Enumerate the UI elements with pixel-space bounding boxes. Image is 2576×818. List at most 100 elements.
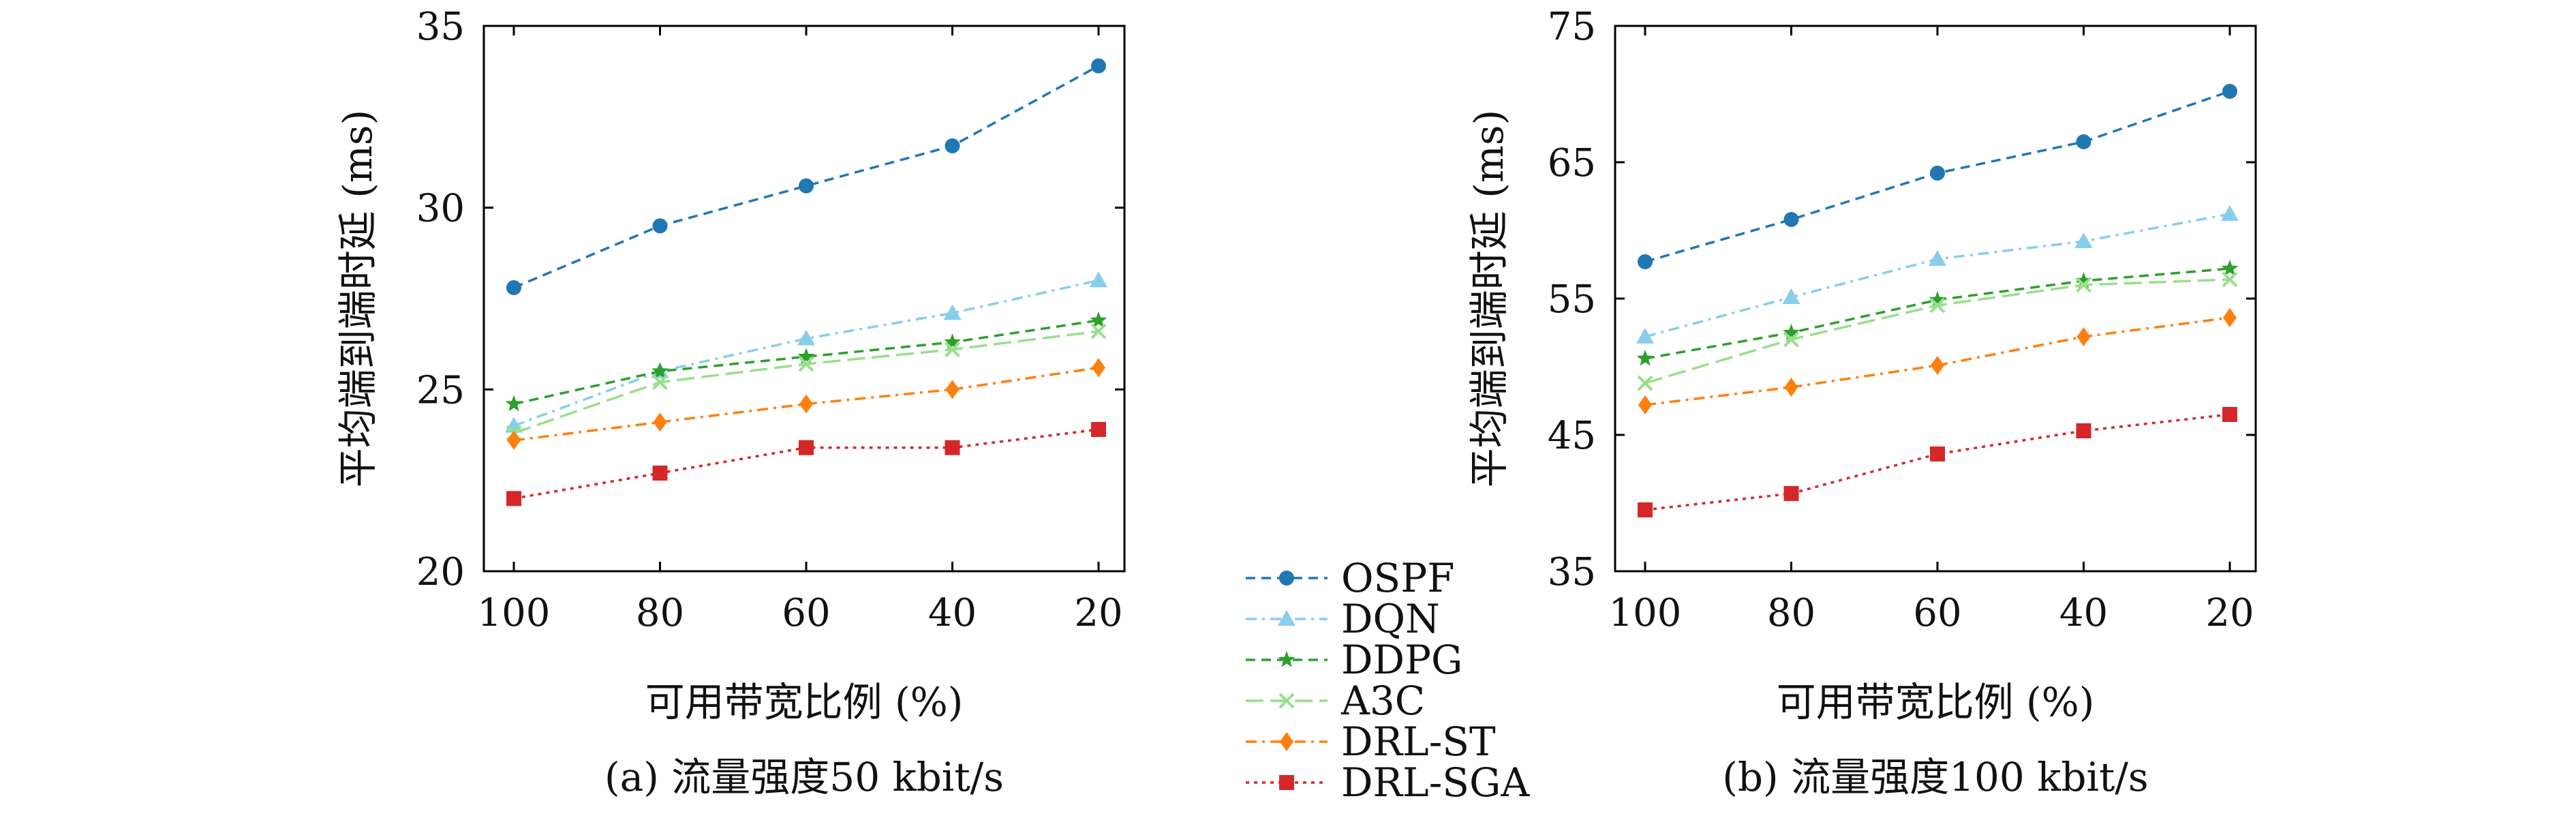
series-dqn — [1636, 205, 2239, 344]
x-tick-label: 60 — [1913, 591, 1961, 635]
series-line-dqn — [513, 279, 1099, 427]
legend-item-dqn: DQN — [1246, 596, 1440, 642]
legend-label: DRL-ST — [1341, 718, 1496, 765]
data-point-drl-sga — [799, 440, 814, 455]
data-point-drl-st — [945, 380, 960, 399]
y-tick-label: 35 — [1548, 550, 1596, 594]
series-drl-st — [1638, 308, 2237, 414]
x-tick-label: 100 — [478, 591, 551, 635]
panel-caption: (b) 流量强度100 kbit/s — [1722, 754, 2148, 800]
legend-label: DRL-SGA — [1341, 759, 1530, 806]
legend-item-ospf: OSPF — [1246, 555, 1455, 601]
data-point-dqn — [1782, 288, 1800, 304]
chart-panel-b: 100 80 60 40 20 35 45 55 65 75 平均端到端时延 (ms) 可用带宽比… — [1466, 5, 2257, 800]
data-point-drl-st — [1931, 356, 1944, 375]
data-point-drl-st — [1092, 358, 1105, 378]
data-point-drl-sga — [2076, 423, 2091, 438]
y-tick-label: 35 — [416, 5, 465, 49]
data-point-drl-sga — [2222, 407, 2237, 422]
data-point-ddpg — [1783, 324, 1800, 340]
series-ddpg — [505, 312, 1107, 412]
data-point-ddpg — [1929, 291, 1946, 307]
data-point-dqn — [943, 304, 962, 320]
legend-marker-a3c — [1278, 693, 1295, 709]
data-point-ddpg — [1090, 312, 1107, 328]
data-point-dqn — [2074, 232, 2093, 248]
x-tick-label: 100 — [1609, 591, 1682, 635]
series-line-a3c — [513, 330, 1099, 434]
data-point-ddpg — [1636, 350, 1654, 366]
data-point-dqn — [2221, 205, 2239, 221]
chart-panel-a: 100 80 60 40 20 20 25 30 35 平均端到端时延 (ms) 可用带宽比例 … — [335, 5, 1126, 800]
legend-marker-drl-st — [1280, 732, 1293, 751]
series-drl-sga — [1638, 407, 2237, 517]
legend-marker-dqn — [1278, 610, 1295, 626]
legend-label: DQN — [1341, 596, 1440, 642]
x-tick-label: 40 — [928, 591, 977, 635]
data-point-a3c — [2076, 277, 2091, 293]
x-tick-label: 40 — [2059, 591, 2108, 635]
legend-item-drl-sga: DRL-SGA — [1246, 759, 1530, 806]
y-tick-label: 45 — [1548, 414, 1596, 458]
y-tick-label: 20 — [416, 550, 465, 594]
data-point-ddpg — [2221, 260, 2239, 276]
x-tick-label: 80 — [1767, 591, 1815, 635]
data-point-a3c — [2222, 271, 2238, 288]
plot-frame — [482, 25, 1126, 573]
y-tick-label: 25 — [416, 368, 465, 412]
series-line-ddpg — [513, 319, 1099, 406]
data-point-drl-st — [2223, 308, 2237, 327]
data-point-drl-sga — [945, 440, 960, 455]
panel-caption: (a) 流量强度50 kbit/s — [604, 754, 1004, 800]
data-point-ospf — [945, 138, 960, 153]
data-point-drl-sga — [1091, 422, 1106, 437]
data-point-ospf — [799, 178, 814, 194]
y-tick-label: 65 — [1548, 141, 1596, 185]
x-tick-label: 80 — [636, 591, 684, 635]
data-point-ospf — [1783, 212, 1799, 227]
legend-item-ddpg: DDPG — [1246, 637, 1462, 683]
y-axis-label: 平均端到端时延 (ms) — [1466, 110, 1512, 487]
data-point-a3c — [652, 374, 668, 391]
data-point-a3c — [1783, 331, 1799, 348]
data-point-dqn — [1636, 328, 1654, 344]
data-point-ddpg — [651, 362, 669, 379]
series-ddpg — [1636, 260, 2239, 366]
data-point-ddpg — [505, 395, 523, 412]
data-point-a3c — [1090, 323, 1107, 339]
data-point-ospf — [506, 280, 521, 295]
data-point-drl-sga — [1638, 502, 1653, 517]
legend-label: OSPF — [1341, 555, 1455, 601]
x-axis-label: 可用带宽比例 (%) — [645, 679, 964, 725]
legend-marker-drl-sga — [1279, 775, 1294, 790]
data-point-a3c — [1637, 375, 1653, 391]
data-point-drl-sga — [506, 491, 521, 506]
data-point-ospf — [1091, 58, 1106, 74]
data-point-drl-st — [2076, 327, 2091, 346]
data-point-a3c — [798, 356, 814, 372]
data-point-drl-sga — [652, 466, 668, 481]
data-point-ospf — [2076, 134, 2091, 149]
data-point-dqn — [1929, 250, 1946, 266]
legend-marker-ospf — [1279, 571, 1294, 586]
data-point-drl-st — [653, 412, 667, 432]
data-point-ospf — [1930, 166, 1945, 181]
x-tick-label: 20 — [1074, 591, 1122, 635]
data-point-ddpg — [2075, 272, 2092, 288]
series-ospf — [1638, 84, 2237, 269]
x-tick-label: 20 — [2205, 591, 2254, 635]
data-point-a3c — [945, 342, 960, 358]
data-point-drl-st — [1638, 395, 1652, 414]
series-drl-sga — [506, 422, 1106, 506]
data-point-drl-sga — [1930, 446, 1945, 461]
data-point-drl-sga — [1783, 486, 1799, 501]
data-point-dqn — [797, 329, 815, 346]
series-line-drl-sga — [1644, 413, 2230, 511]
series-line-drl-sga — [513, 428, 1099, 500]
legend-item-drl-st: DRL-ST — [1246, 718, 1496, 765]
series-ospf — [506, 58, 1106, 295]
data-point-ddpg — [797, 348, 815, 364]
y-axis-label: 平均端到端时延 (ms) — [335, 110, 381, 487]
